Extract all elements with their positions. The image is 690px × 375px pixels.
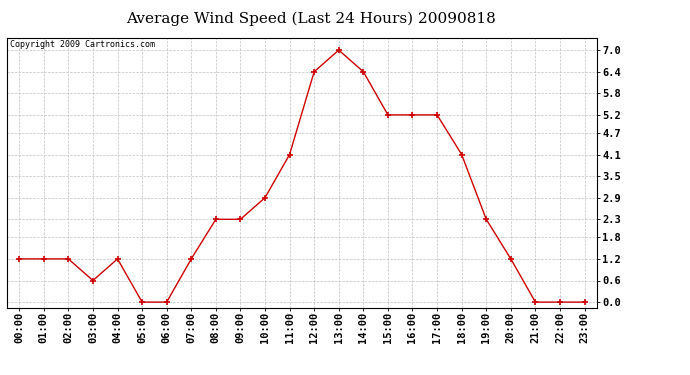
Text: Average Wind Speed (Last 24 Hours) 20090818: Average Wind Speed (Last 24 Hours) 20090… [126, 11, 495, 26]
Text: Copyright 2009 Cartronics.com: Copyright 2009 Cartronics.com [10, 40, 155, 49]
